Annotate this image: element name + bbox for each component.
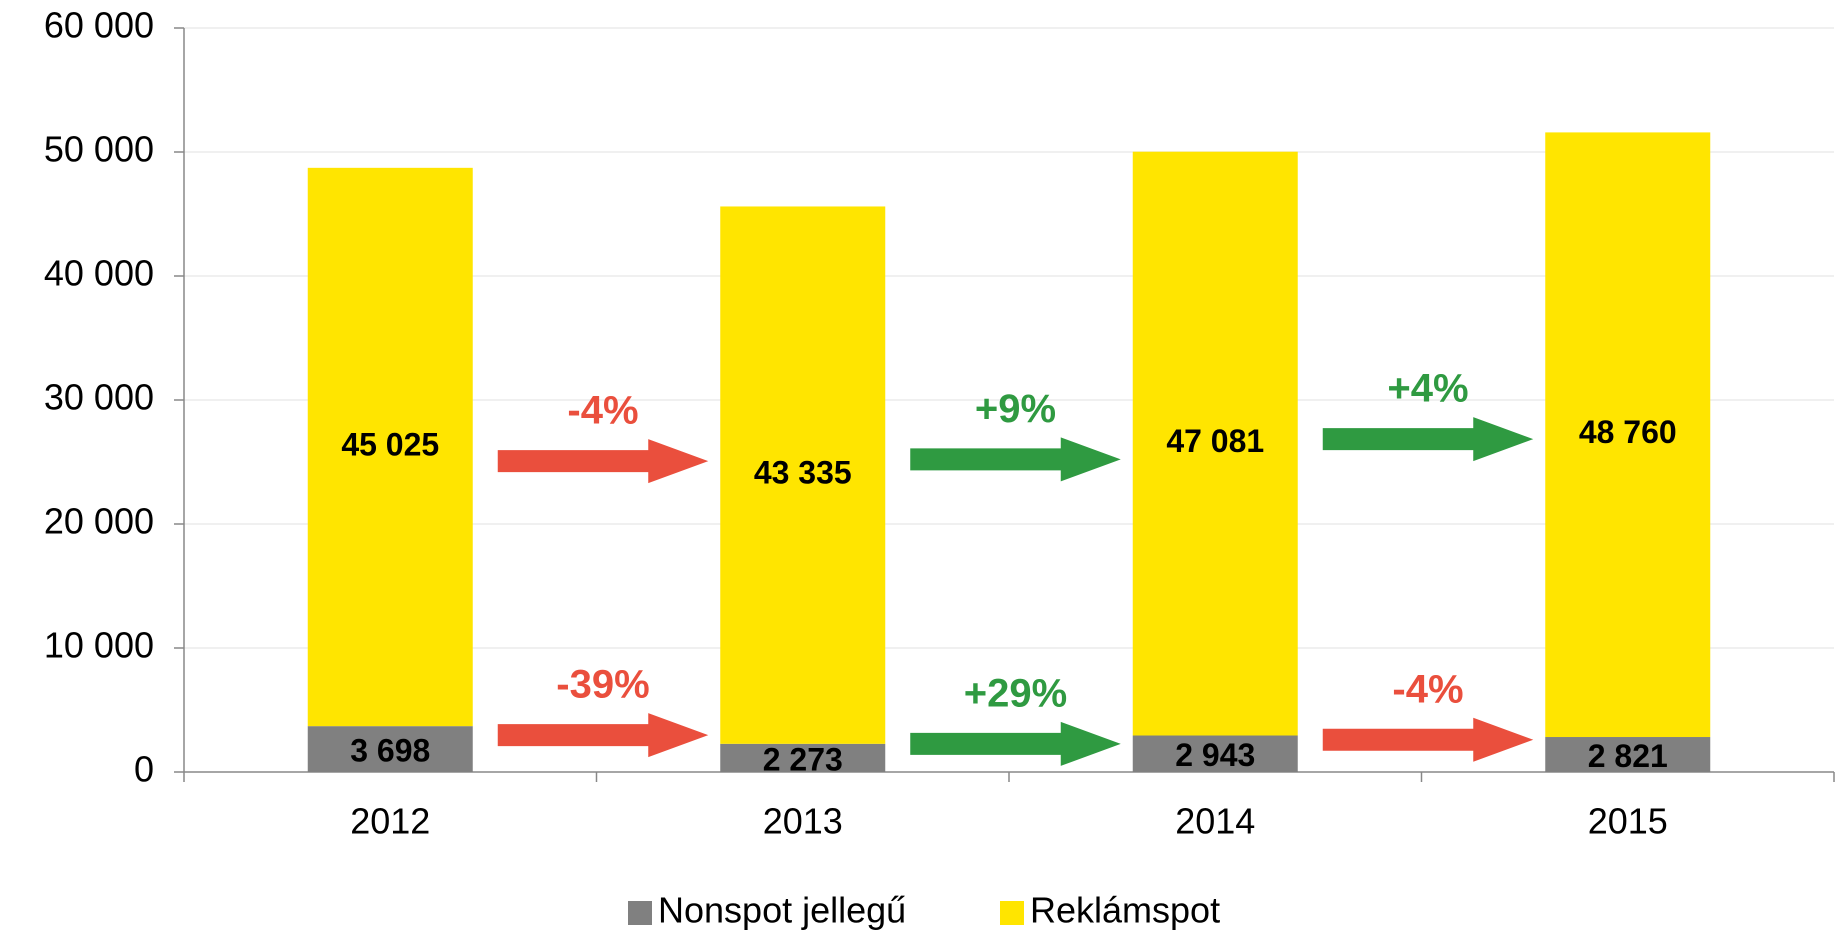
legend-swatch [1000, 901, 1024, 925]
y-tick-label: 20 000 [44, 501, 154, 542]
change-arrow [1322, 717, 1534, 762]
data-label: 43 335 [754, 455, 852, 491]
data-label: 47 081 [1166, 423, 1264, 459]
change-label: -4% [567, 389, 638, 433]
y-tick-label: 60 000 [44, 5, 154, 46]
change-arrow [910, 721, 1121, 766]
x-tick-label: 2013 [763, 801, 843, 842]
legend-label: Reklámspot [1030, 890, 1220, 931]
bar-segment [720, 743, 886, 772]
change-arrow [497, 439, 709, 484]
change-arrow [497, 713, 709, 758]
change-label: -39% [556, 663, 649, 707]
legend-label: Nonspot jellegű [658, 890, 906, 931]
change-arrow [1322, 417, 1534, 462]
data-label: 45 025 [341, 426, 439, 462]
data-label: 48 760 [1579, 414, 1677, 450]
data-label: 3 698 [350, 733, 430, 769]
x-tick-label: 2012 [350, 801, 430, 842]
bar-segment [1132, 151, 1298, 736]
legend-swatch [628, 901, 652, 925]
bar-segment [1545, 132, 1711, 738]
x-tick-label: 2014 [1175, 801, 1255, 842]
bar-segment [1545, 737, 1711, 772]
data-label: 2 821 [1588, 738, 1668, 774]
x-tick-label: 2015 [1588, 801, 1668, 842]
change-label: +9% [975, 387, 1056, 431]
change-label: -4% [1392, 667, 1463, 711]
change-label: +4% [1387, 367, 1468, 411]
bar-segment [307, 167, 473, 727]
bar-segment [1132, 735, 1298, 772]
y-tick-label: 30 000 [44, 377, 154, 418]
change-arrow [910, 437, 1121, 482]
change-label: +29% [964, 671, 1067, 715]
y-tick-label: 50 000 [44, 129, 154, 170]
y-tick-label: 0 [134, 749, 154, 790]
data-label: 2 943 [1175, 737, 1255, 773]
y-tick-label: 40 000 [44, 253, 154, 294]
y-tick-label: 10 000 [44, 625, 154, 666]
bar-segment [307, 726, 473, 772]
bar-segment [720, 206, 886, 744]
data-label: 2 273 [763, 741, 843, 777]
